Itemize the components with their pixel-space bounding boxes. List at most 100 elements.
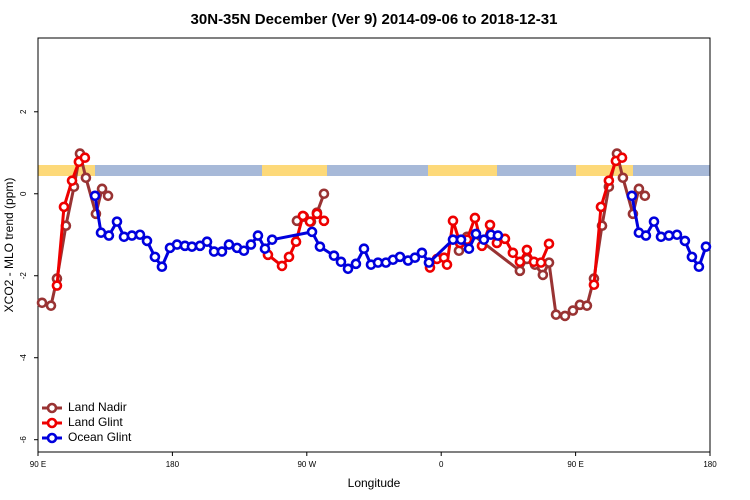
data-point	[283, 251, 295, 263]
data-point	[45, 300, 57, 311]
data-point	[156, 261, 168, 273]
data-point	[58, 201, 70, 213]
data-point	[335, 256, 347, 268]
x-tick-label: 180	[166, 460, 180, 469]
data-point	[252, 230, 264, 241]
y-tick-label: -2	[19, 272, 28, 280]
data-point	[514, 256, 526, 268]
data-point	[581, 300, 593, 311]
data-point	[318, 215, 330, 227]
data-point	[535, 257, 547, 268]
data-point	[537, 269, 549, 281]
y-tick-label: -6	[19, 436, 28, 444]
data-point	[276, 260, 288, 272]
legend-label: Ocean Glint	[68, 430, 132, 444]
legend-marker	[46, 417, 58, 429]
data-point	[311, 208, 323, 220]
data-point	[616, 152, 628, 163]
data-point	[492, 230, 504, 241]
legend-label: Land Glint	[68, 415, 123, 429]
data-point	[201, 236, 213, 248]
y-tick-label: 2	[19, 109, 28, 114]
land-strip	[262, 165, 327, 176]
data-point	[617, 172, 629, 184]
x-tick-label: 180	[703, 460, 717, 469]
y-tick-label: 0	[19, 191, 28, 196]
data-point	[297, 210, 309, 222]
land-strip	[428, 165, 497, 176]
data-point	[514, 265, 526, 277]
ocean-strip	[38, 165, 710, 176]
data-point	[141, 235, 153, 247]
data-point	[304, 216, 316, 227]
data-point	[36, 297, 48, 309]
data-point	[559, 310, 571, 322]
data-point	[441, 259, 453, 270]
data-point	[626, 190, 638, 202]
x-axis-title: Longitude	[348, 476, 401, 490]
data-point	[663, 230, 675, 241]
data-point	[447, 215, 459, 227]
data-point	[306, 226, 318, 238]
data-point	[102, 190, 114, 202]
data-point	[463, 243, 475, 254]
data-point	[342, 263, 354, 275]
data-point	[603, 175, 615, 186]
legend-marker	[46, 432, 58, 444]
data-point	[700, 241, 712, 252]
data-point	[521, 244, 533, 256]
y-tick-label: -4	[19, 354, 28, 362]
x-tick-label: 90 E	[567, 460, 583, 469]
data-point	[266, 234, 278, 245]
data-point	[103, 230, 115, 241]
data-point	[111, 216, 123, 227]
data-point	[671, 229, 683, 241]
data-point	[96, 183, 108, 195]
x-tick-label: 0	[439, 460, 444, 469]
data-point	[633, 183, 645, 195]
data-point	[66, 175, 78, 186]
data-point	[648, 216, 660, 227]
data-point	[259, 243, 271, 254]
data-point	[543, 238, 555, 250]
plot-frame	[37, 37, 711, 453]
data-point	[126, 230, 138, 241]
data-point	[470, 228, 482, 240]
x-tick-label: 90 W	[297, 460, 316, 469]
data-point	[290, 236, 302, 248]
data-point	[423, 257, 435, 268]
land-mask-strip	[38, 165, 710, 176]
data-point	[567, 305, 579, 316]
data-point	[51, 280, 63, 291]
data-point	[416, 247, 428, 259]
data-point	[686, 251, 698, 263]
data-point	[216, 246, 228, 257]
data-point	[328, 250, 340, 261]
data-point	[186, 241, 198, 252]
data-point	[595, 201, 607, 213]
legend-marker	[46, 402, 58, 414]
data-point	[134, 229, 146, 241]
data-point	[478, 234, 490, 245]
x-tick-label: 90 E	[30, 460, 46, 469]
data-point	[89, 190, 101, 202]
land-strip	[38, 165, 95, 176]
data-point	[693, 261, 705, 273]
data-point	[455, 234, 467, 245]
data-point	[507, 247, 519, 259]
data-point	[588, 279, 600, 291]
data-point	[314, 241, 326, 252]
data-point	[149, 251, 161, 263]
data-point	[679, 235, 691, 247]
y-axis-title: XCO2 - MLO trend (ppm)	[2, 178, 16, 313]
data-point	[409, 252, 421, 264]
data-point	[394, 251, 406, 263]
data-point	[245, 239, 257, 250]
land-strip	[576, 165, 633, 176]
data-point	[238, 245, 250, 257]
data-point	[358, 243, 370, 254]
data-point	[550, 309, 562, 320]
data-point	[318, 188, 330, 200]
